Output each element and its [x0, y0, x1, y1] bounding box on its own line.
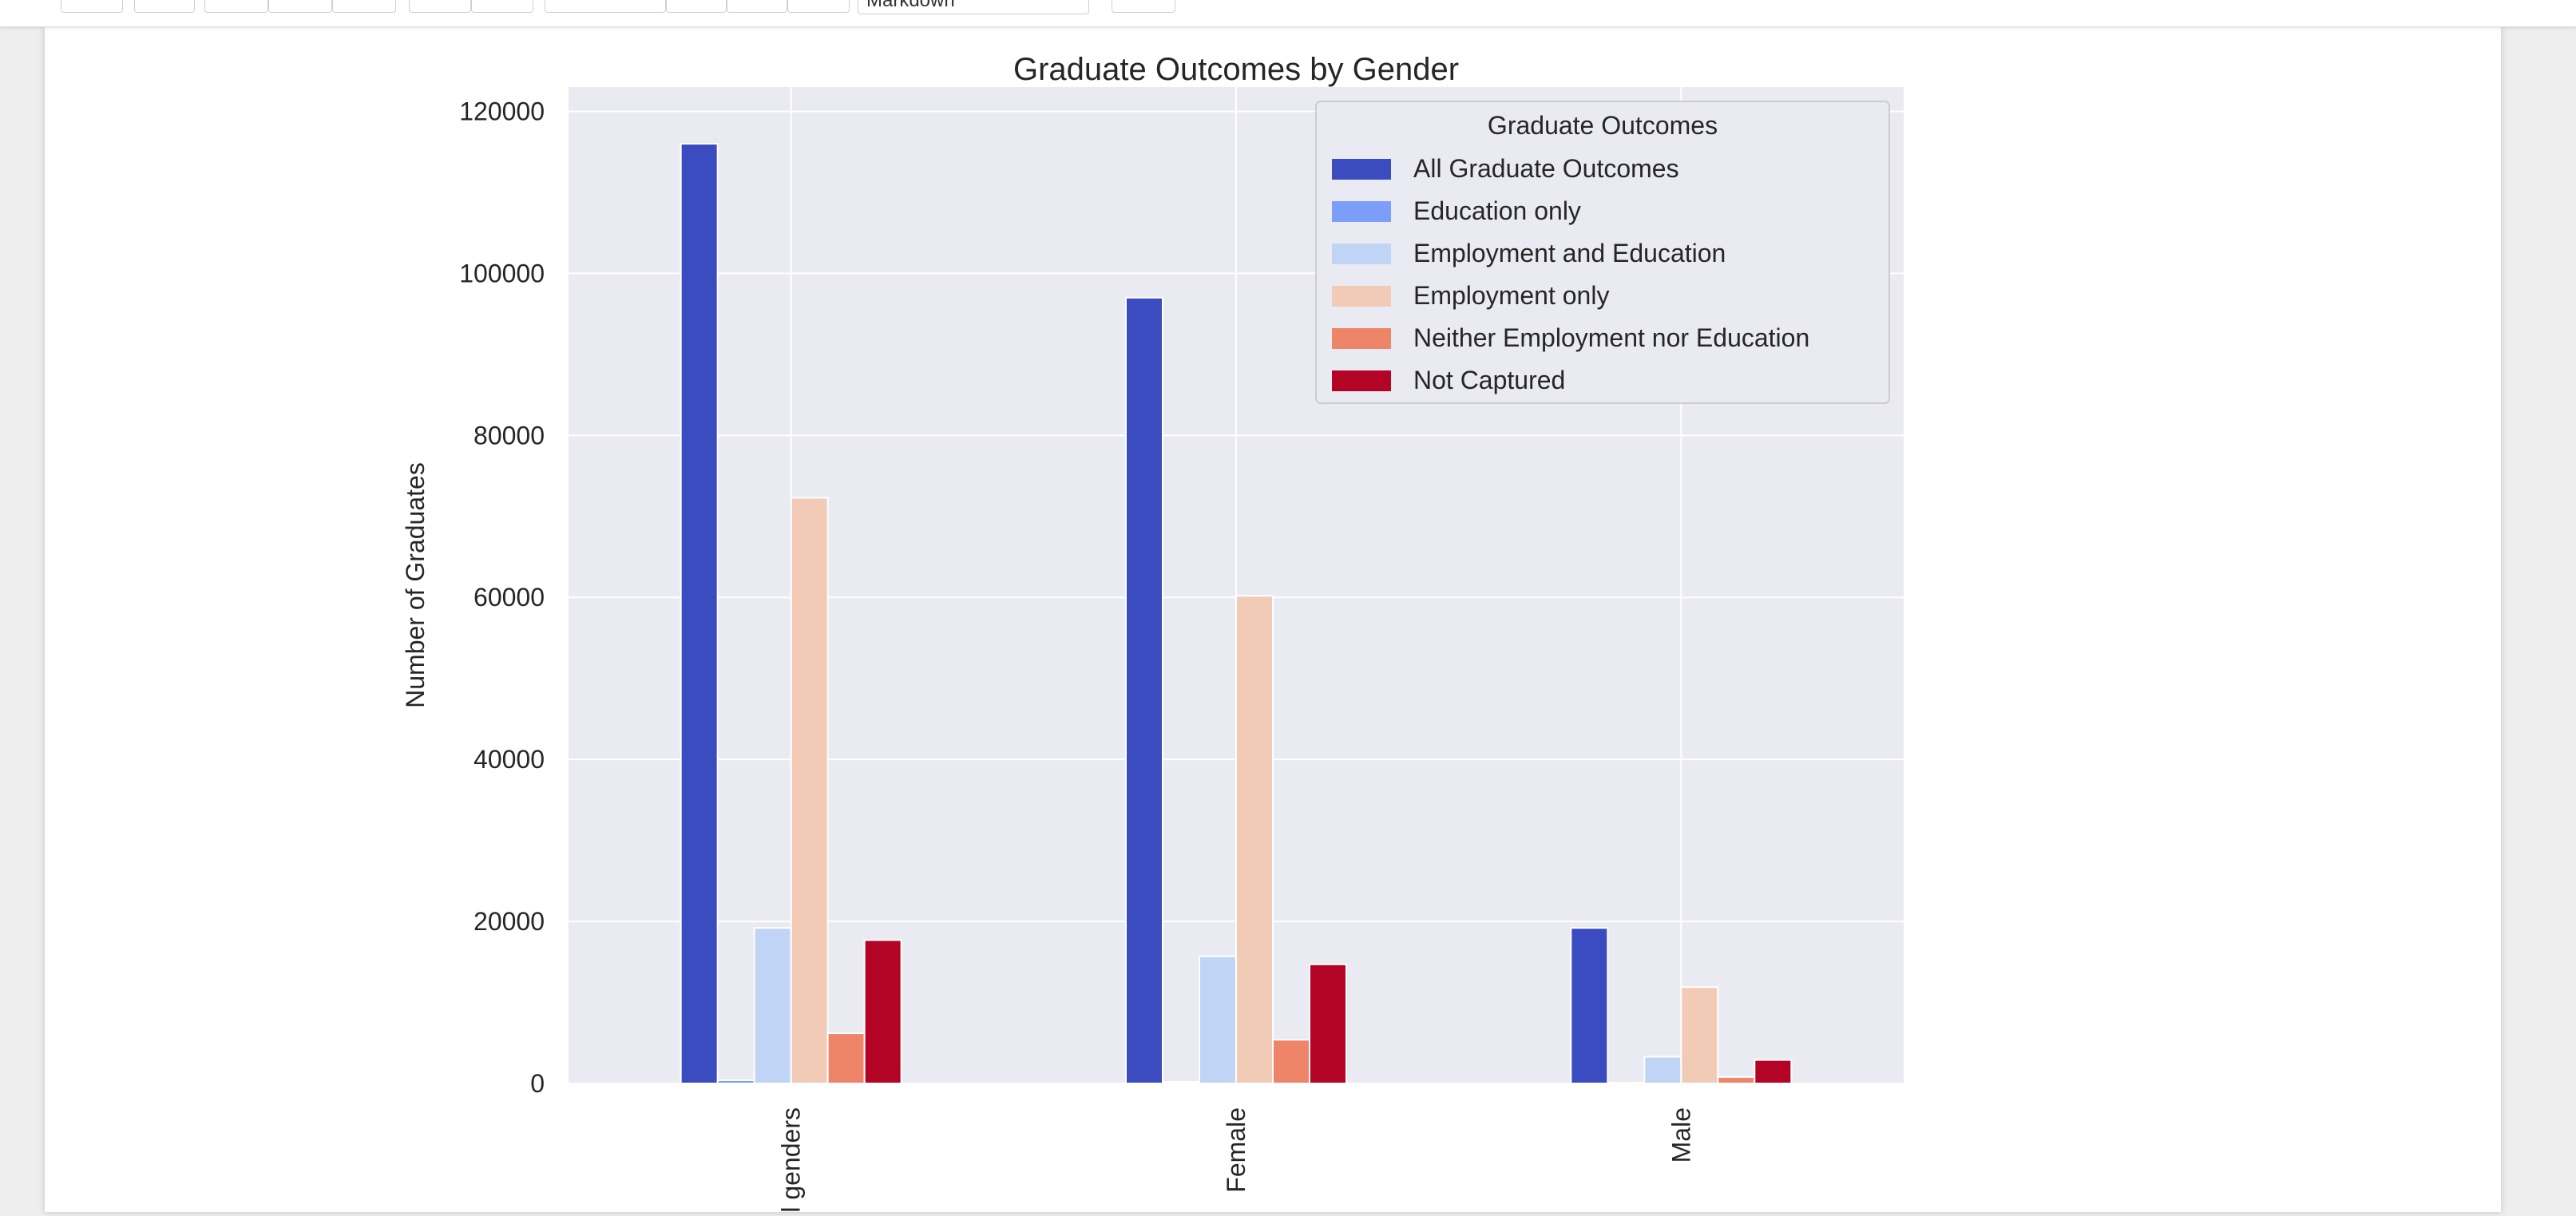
bar: [1235, 595, 1274, 1084]
bar: [1680, 986, 1719, 1085]
notebook-toolbar: Markdown: [0, 0, 2576, 27]
legend-swatch: [1332, 328, 1391, 349]
legend-entry-label: Education only: [1413, 196, 1581, 225]
insert-cell-button[interactable]: [134, 0, 195, 13]
legend-entry-label: Not Captured: [1413, 366, 1565, 394]
chart-title: Graduate Outcomes by Gender: [1013, 52, 1459, 87]
legend-entry-label: Employment only: [1413, 281, 1609, 310]
legend-entry-label: Employment and Education: [1413, 239, 1726, 267]
bar: [1717, 1075, 1756, 1085]
copy-button[interactable]: [268, 0, 332, 13]
interrupt-button[interactable]: [666, 0, 727, 13]
bar: [1199, 955, 1237, 1084]
paste-button[interactable]: [332, 0, 396, 13]
bar: [863, 939, 902, 1085]
bar: [826, 1032, 866, 1084]
x-tick-label: Male: [1666, 1107, 1695, 1163]
y-tick-label: 60000: [474, 583, 545, 612]
move-up-button[interactable]: [409, 0, 471, 13]
y-axis-ticks: 0 20000 40000 60000 80000 100000 120000: [459, 97, 545, 1098]
bar: [753, 927, 792, 1084]
x-tick-label: All genders: [777, 1107, 806, 1212]
legend-entry-label: Neither Employment nor Education: [1413, 323, 1809, 352]
legend-swatch: [1332, 201, 1391, 222]
cell-output-area: 0 20000 40000 60000 80000 100000 120000 All ge…: [45, 26, 2501, 1216]
bar: [1643, 1056, 1682, 1085]
bar: [680, 143, 719, 1084]
y-tick-label: 80000: [474, 421, 545, 450]
bar: [1125, 296, 1163, 1084]
y-tick-label: 120000: [459, 97, 545, 125]
legend-swatch: [1332, 370, 1391, 391]
bar: [1754, 1059, 1793, 1084]
bar: [1309, 963, 1347, 1084]
legend-frame: [1315, 101, 1890, 404]
legend-title: Graduate Outcomes: [1488, 111, 1718, 140]
x-axis-ticks: All genders Female Male: [777, 1107, 1696, 1216]
bar: [1570, 927, 1609, 1084]
legend-entry-label: All Graduate Outcomes: [1413, 154, 1679, 183]
y-tick-label: 100000: [459, 259, 545, 287]
y-tick-label: 20000: [474, 907, 545, 936]
chart-legend: Graduate Outcomes All Graduate Outcomes Ed…: [1315, 101, 1890, 404]
command-palette-button[interactable]: [1112, 0, 1175, 13]
bar: [716, 1079, 755, 1084]
bar: [1162, 1080, 1200, 1084]
save-button[interactable]: [61, 0, 123, 13]
run-button[interactable]: [545, 0, 666, 13]
bar: [1272, 1039, 1310, 1084]
fast-forward-button[interactable]: [787, 0, 850, 13]
cell-type-select[interactable]: Markdown: [858, 0, 1089, 14]
notebook-page: 0 20000 40000 60000 80000 100000 120000 All ge…: [45, 26, 2501, 1216]
y-tick-label: 0: [530, 1069, 545, 1098]
restart-button[interactable]: [727, 0, 787, 13]
legend-swatch: [1332, 159, 1391, 180]
legend-swatch: [1332, 286, 1391, 307]
y-axis-label: Number of Graduates: [401, 462, 430, 708]
bar-series: [680, 143, 1793, 1085]
legend-swatch: [1332, 244, 1391, 264]
move-down-button[interactable]: [471, 0, 533, 13]
cut-button[interactable]: [204, 0, 268, 13]
y-tick-label: 40000: [474, 745, 545, 774]
bar-chart: 0 20000 40000 60000 80000 100000 120000 All ge…: [401, 52, 1904, 1216]
x-tick-label: Female: [1222, 1107, 1250, 1193]
bar: [790, 497, 829, 1084]
